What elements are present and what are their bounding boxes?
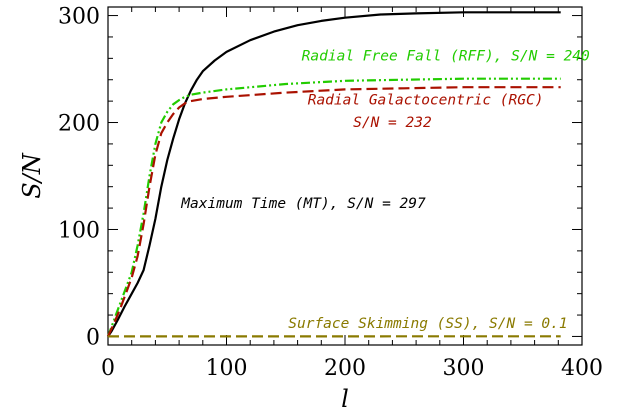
x-tick-label: 300 [443,356,485,381]
series-lines [106,11,561,338]
x-tick-label: 0 [101,356,115,381]
y-tick-label: 100 [58,218,100,243]
annotations: Radial Free Fall (RFF), S/N = 240 Radial … [180,48,590,331]
axis-ticks [107,7,583,345]
tick-labels: 0 100 200 300 400 0 100 200 300 [58,5,603,381]
y-axis-label: S/N [18,152,46,199]
x-tick-label: 200 [324,356,366,381]
series-line [107,86,561,337]
x-axis-label: l [341,385,349,413]
x-tick-label: 400 [561,356,603,381]
x-tick-label: 100 [206,356,248,381]
annotation-label: Radial Free Fall (RFF), S/N = 240 [302,48,590,64]
y-tick-label: 0 [86,325,100,350]
annotation-label: Maximum Time (MT), S/N = 297 [180,196,426,212]
series-line [107,11,561,338]
annotation-label: Radial Galactocentric (RGC) [308,92,544,108]
annotation-label: S/N = 232 [353,115,432,131]
y-tick-label: 300 [58,5,100,30]
series-line [106,77,561,337]
annotation-label: Surface Skimming (SS), S/N = 0.1 [288,316,567,332]
y-tick-label: 200 [58,112,100,137]
